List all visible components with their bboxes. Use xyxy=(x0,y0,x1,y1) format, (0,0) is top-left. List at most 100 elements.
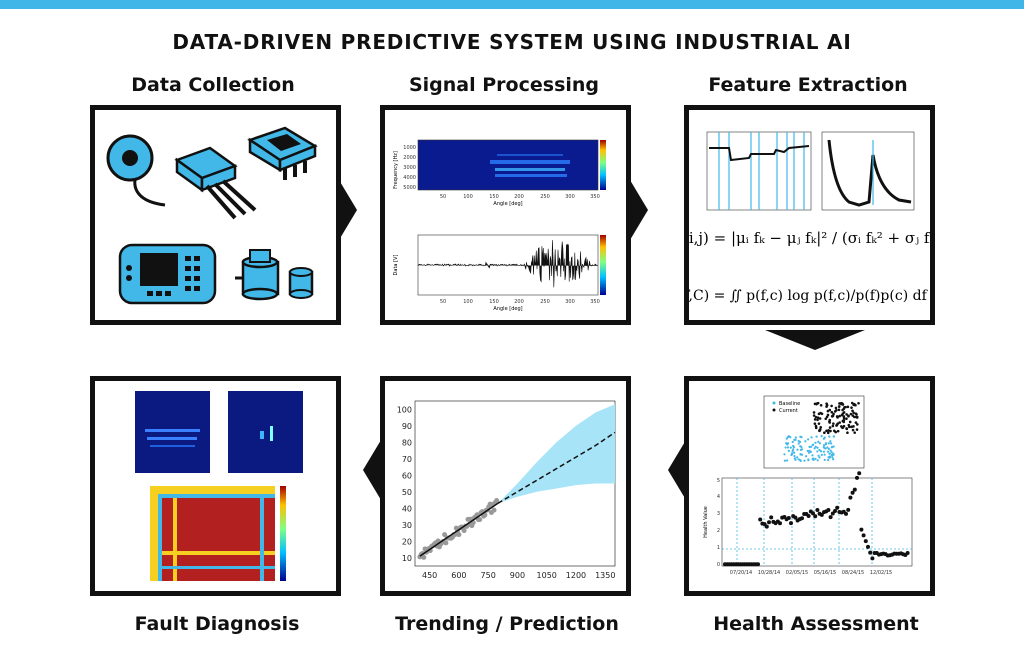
current-point xyxy=(846,431,849,434)
arrow-left-2 xyxy=(361,440,381,500)
label-trending-prediction: Trending / Prediction xyxy=(357,613,657,635)
current-point xyxy=(850,413,853,416)
health-point xyxy=(848,496,852,500)
current-point xyxy=(828,421,831,424)
baseline-point xyxy=(831,456,833,458)
health-point xyxy=(857,471,861,475)
baseline-point xyxy=(793,455,795,457)
baseline-point xyxy=(823,447,825,449)
spectrogram-ylabel: Frequency [Hz] xyxy=(393,151,399,189)
svg-text:250: 250 xyxy=(540,194,550,200)
history-point xyxy=(443,540,448,545)
health-point xyxy=(846,508,850,512)
svg-text:50: 50 xyxy=(440,299,446,305)
baseline-point xyxy=(825,443,827,445)
svg-text:0: 0 xyxy=(717,562,720,568)
current-point xyxy=(832,422,835,425)
x-tick-label: 1050 xyxy=(537,571,557,580)
health-point xyxy=(789,521,793,525)
svg-text:12/02/15: 12/02/15 xyxy=(870,570,892,576)
current-point xyxy=(843,417,846,420)
arrow-left-1 xyxy=(666,440,686,500)
baseline-point xyxy=(818,456,820,458)
history-point xyxy=(421,555,426,560)
label-health-assessment: Health Assessment xyxy=(666,613,966,635)
baseline-point xyxy=(793,452,795,454)
health-point xyxy=(829,515,833,519)
health-point xyxy=(864,539,868,543)
health-point xyxy=(906,551,910,555)
current-point xyxy=(855,416,858,419)
current-point xyxy=(834,431,837,434)
current-point xyxy=(827,432,830,435)
current-point xyxy=(838,409,841,412)
baseline-point xyxy=(787,446,789,448)
svg-text:1: 1 xyxy=(717,545,720,551)
fisher-score-formula: Jᵟ(i,j) = |μᵢ fₖ − μⱼ fₖ|² / (σᵢ fₖ² + σ… xyxy=(689,229,930,247)
baseline-point xyxy=(828,442,830,444)
baseline-point xyxy=(812,444,814,446)
health-point xyxy=(855,476,859,480)
baseline-point xyxy=(824,454,826,456)
svg-text:05/16/15: 05/16/15 xyxy=(814,570,836,576)
history-point xyxy=(477,517,482,522)
current-point xyxy=(855,421,858,424)
current-point xyxy=(852,429,855,432)
y-tick-label: 80 xyxy=(402,438,412,447)
current-point xyxy=(829,430,832,433)
health-point xyxy=(853,488,857,492)
current-point xyxy=(849,421,852,424)
y-tick-label: 90 xyxy=(402,422,412,431)
current-point xyxy=(815,416,818,419)
current-point xyxy=(847,424,850,427)
svg-text:350: 350 xyxy=(590,194,600,200)
health-point xyxy=(862,533,866,537)
current-point xyxy=(835,407,838,410)
y-tick-label: 60 xyxy=(402,471,412,480)
baseline-point xyxy=(800,460,802,462)
current-point xyxy=(815,425,818,428)
trend-prediction-chart: 10 20 30 40 50 60 70 80 90 100 450 600 750 900 1050 120… xyxy=(385,381,626,591)
feature-extraction-content: Jᵟ(i,j) = |μᵢ fₖ − μⱼ fₖ|² / (σᵢ fₖ² + σ… xyxy=(689,110,930,320)
baseline-point xyxy=(799,453,801,455)
baseline-point xyxy=(821,454,823,456)
x-tick-label: 750 xyxy=(481,571,496,580)
baseline-point xyxy=(792,448,794,450)
current-point xyxy=(847,406,850,409)
baseline-point xyxy=(788,450,790,452)
baseline-point xyxy=(811,454,813,456)
y-tick-label: 100 xyxy=(397,405,412,414)
current-point xyxy=(827,414,830,417)
y-tick-label: 10 xyxy=(402,554,412,563)
svg-text:100: 100 xyxy=(463,194,473,200)
y-tick-label: 70 xyxy=(402,455,412,464)
svg-text:Angle [deg]: Angle [deg] xyxy=(493,306,522,312)
baseline-point xyxy=(786,459,788,461)
x-tick-label: 600 xyxy=(451,571,466,580)
svg-text:150: 150 xyxy=(489,194,499,200)
label-feature-extraction: Feature Extraction xyxy=(658,74,958,96)
accelerometer-icon xyxy=(108,136,165,205)
health-point xyxy=(769,515,773,519)
x-tick-label: 1350 xyxy=(595,571,615,580)
health-point xyxy=(758,518,762,522)
current-point xyxy=(832,425,835,428)
health-point xyxy=(767,520,771,524)
panel-fault-diagnosis xyxy=(90,376,341,596)
baseline-point xyxy=(829,456,831,458)
health-point xyxy=(800,516,804,520)
baseline-point xyxy=(823,444,825,446)
current-point xyxy=(853,431,856,434)
current-point xyxy=(830,405,833,408)
x-tick-label: 900 xyxy=(510,571,525,580)
baseline-point xyxy=(829,440,831,442)
baseline-point xyxy=(807,459,809,461)
baseline-point xyxy=(808,450,810,452)
current-point xyxy=(838,415,841,418)
page-title: DATA-DRIVEN PREDICTIVE SYSTEM USING INDU… xyxy=(0,30,1024,54)
baseline-point xyxy=(787,436,789,438)
current-point xyxy=(826,404,829,407)
history-point xyxy=(492,508,497,513)
baseline-point xyxy=(819,442,821,444)
current-point xyxy=(830,411,833,414)
